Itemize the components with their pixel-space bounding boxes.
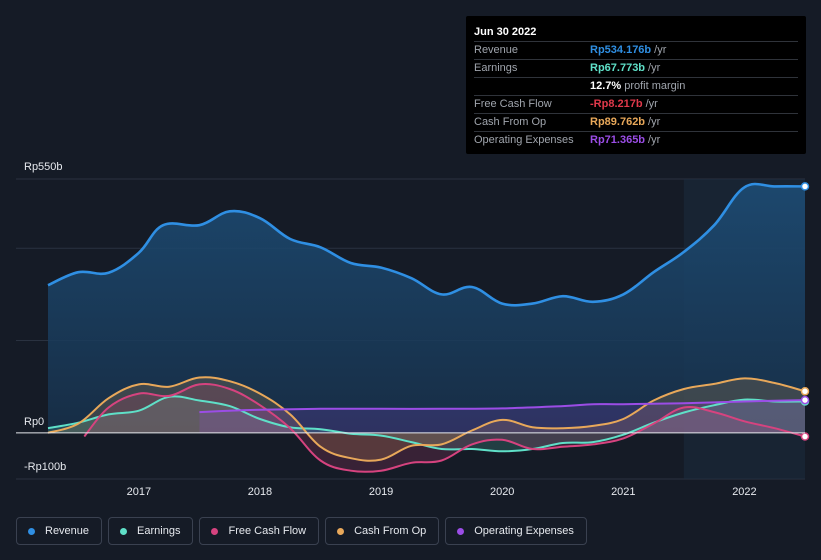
y-label-top: Rp550b — [24, 161, 63, 173]
x-tick-label: 2021 — [611, 486, 635, 498]
tooltip-label: Earnings — [474, 62, 518, 74]
x-axis-ticks: 2017 2018 2019 2020 2021 2022 — [127, 486, 757, 498]
x-tick-label: 2022 — [732, 486, 756, 498]
x-tick-label: 2018 — [248, 486, 272, 498]
legend-item-cash-from-op[interactable]: Cash From Op — [325, 517, 440, 545]
tooltip-row: Revenue Rp534.176b/yr — [474, 42, 798, 60]
series-endpoints — [800, 182, 810, 441]
tooltip-value: 12.7% — [590, 80, 622, 92]
tooltip-unit: /yr — [654, 44, 667, 56]
legend-dot-icon — [337, 527, 345, 535]
tooltip-label: Revenue — [474, 44, 519, 56]
tooltip-unit: /yr — [648, 62, 661, 74]
revenue-endpoint — [800, 182, 810, 191]
tooltip-value: Rp534.176b — [590, 44, 652, 56]
legend-dot-icon — [120, 527, 128, 535]
tooltip-unit: /yr — [648, 116, 661, 128]
tooltip-value: Rp71.365b — [590, 134, 646, 146]
x-tick-label: 2020 — [490, 486, 514, 498]
y-label-zero: Rp0 — [24, 416, 44, 428]
legend-label: Earnings — [137, 525, 181, 537]
tooltip-unit: profit margin — [624, 80, 686, 92]
operating-expenses-endpoint — [800, 395, 810, 405]
legend-dot-icon — [28, 527, 35, 535]
legend-item-revenue[interactable]: Revenue — [16, 517, 103, 545]
cash-from-op-line — [47, 376, 806, 462]
tooltip-unit: /yr — [648, 134, 661, 146]
legend-dot-icon — [457, 527, 465, 535]
tooltip-value: Rp67.773b — [590, 62, 646, 74]
tooltip-row: Cash From Op Rp89.762b/yr — [474, 114, 798, 132]
legend-label: Revenue — [45, 525, 90, 537]
operating-expenses-line — [199, 399, 806, 414]
tooltip-row: Free Cash Flow -Rp8.217b/yr — [474, 96, 798, 114]
cash-from-op-area — [48, 377, 805, 461]
x-tick-label: 2017 — [127, 486, 151, 498]
legend-item-earnings[interactable]: Earnings — [108, 517, 194, 545]
series-lines — [47, 182, 806, 473]
free-cash-flow-line — [83, 383, 806, 473]
legend-label: Operating Expenses — [474, 525, 574, 537]
legend-label: Free Cash Flow — [228, 525, 307, 537]
revenue-line — [47, 182, 806, 307]
free-cash-flow-endpoint — [800, 432, 810, 441]
tooltip-row: 12.7% profit margin — [474, 78, 798, 96]
cash-from-op-endpoint — [800, 387, 810, 396]
tooltip-value: -Rp8.217b — [590, 98, 643, 110]
tooltip-label: Operating Expenses — [474, 134, 574, 146]
legend-item-free-cash-flow[interactable]: Free Cash Flow — [199, 517, 320, 545]
tooltip-label: Cash From Op — [474, 116, 547, 128]
x-tick-label: 2019 — [369, 486, 393, 498]
free-cash-flow-area — [84, 384, 806, 472]
tooltip-label: Free Cash Flow — [474, 98, 552, 110]
tooltip-row: Operating Expenses Rp71.365b/yr — [474, 132, 798, 149]
tooltip-rows: Revenue Rp534.176b/yr Earnings Rp67.773b/yr… — [474, 42, 798, 149]
tooltip-value: Rp89.762b — [590, 116, 646, 128]
data-tooltip: Jun 30 2022 Revenue Rp534.176b/yr Earnings… — [466, 16, 806, 154]
revenue-area — [48, 183, 805, 433]
legend: Revenue Earnings Free Cash Flow Cash From O… — [16, 517, 587, 545]
tooltip-row: Earnings Rp67.773b/yr — [474, 60, 798, 78]
y-label-bottom: -Rp100b — [24, 461, 66, 473]
legend-label: Cash From Op — [354, 525, 427, 537]
tooltip-unit: /yr — [645, 98, 658, 110]
legend-item-operating-expenses[interactable]: Operating Expenses — [445, 517, 587, 545]
tooltip-label — [474, 78, 590, 95]
legend-dot-icon — [211, 527, 219, 535]
tooltip-date: Jun 30 2022 — [474, 24, 798, 42]
